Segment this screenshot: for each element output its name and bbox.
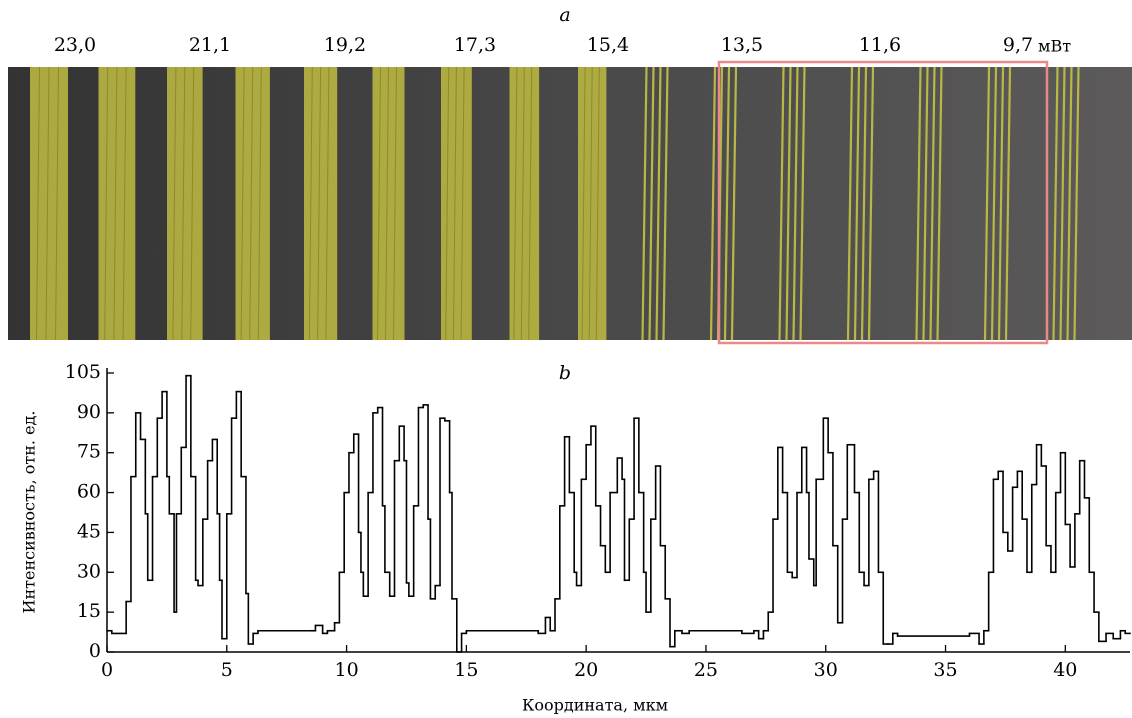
panel-label: b	[559, 362, 571, 384]
y-tick-label: 15	[77, 600, 101, 622]
y-tick-label: 0	[89, 640, 101, 662]
x-tick-label: 25	[694, 659, 718, 681]
micrograph	[8, 66, 1132, 341]
stripe-line	[317, 66, 322, 341]
power-label: 15,4	[587, 34, 629, 56]
stripe-line	[1066, 66, 1073, 341]
stripe-line	[990, 66, 998, 341]
stripe-line	[997, 66, 1005, 341]
stripe-line	[308, 66, 313, 341]
stripe-line	[785, 66, 792, 341]
highlight-frame	[717, 60, 1049, 345]
stripe-line	[36, 66, 40, 341]
y-axis-label: Интенсивность, отн. ед.	[20, 411, 39, 614]
x-tick-label: 35	[933, 659, 957, 681]
stripe-line	[799, 66, 806, 341]
stripe-line	[1004, 66, 1012, 341]
stripe-line	[45, 66, 50, 341]
x-tick-label: 15	[454, 659, 478, 681]
stripe-line	[792, 66, 799, 341]
stripe-line	[709, 66, 717, 341]
x-tick-label: 0	[101, 659, 113, 681]
y-tick-label: 45	[77, 520, 101, 542]
stripe-line	[113, 66, 118, 341]
stripe-line	[853, 66, 861, 341]
stripe-line	[190, 66, 195, 341]
stripe-line	[528, 66, 533, 341]
stripe-line	[1052, 66, 1059, 341]
stripe-line	[257, 66, 262, 341]
stripe-line	[181, 66, 186, 341]
stripe-line	[595, 66, 600, 341]
stripe-line	[1059, 66, 1066, 341]
y-tick-label: 90	[77, 401, 101, 423]
stripe-line	[122, 66, 127, 341]
x-tick-label: 10	[334, 659, 358, 681]
panel-label: a	[559, 4, 570, 26]
power-label: 21,1	[189, 34, 231, 56]
stripe-line	[915, 66, 922, 341]
stripe-line	[104, 66, 109, 341]
power-label: 9,7	[1003, 34, 1033, 56]
stripe-line	[377, 66, 381, 341]
y-tick-label: 30	[77, 560, 101, 582]
stripe-line	[581, 66, 586, 341]
stripe-line	[778, 66, 785, 341]
y-tick-label: 60	[77, 481, 101, 503]
stripe-line	[846, 66, 854, 341]
stripe-line	[662, 66, 669, 341]
stripe-line	[249, 66, 254, 341]
power-label: 13,5	[721, 34, 763, 56]
stripe-line	[55, 66, 59, 341]
power-label: 11,6	[859, 34, 901, 56]
stripe-line	[648, 66, 655, 341]
stripe-line	[983, 66, 991, 341]
x-tick-label: 30	[814, 659, 838, 681]
unit-label: мВт	[1038, 37, 1071, 56]
stripe-line	[730, 66, 738, 341]
stripe-line	[588, 66, 593, 341]
stripe-line	[460, 66, 465, 341]
stripe-line	[723, 66, 731, 341]
x-axis-label: Координата, мкм	[522, 696, 668, 715]
x-tick-label: 5	[221, 659, 233, 681]
stripe-line	[860, 66, 868, 341]
stripe-line	[325, 66, 330, 341]
stripe-line	[445, 66, 450, 341]
stripe-line	[655, 66, 662, 341]
stripe-line	[513, 66, 518, 341]
stripe-line	[520, 66, 525, 341]
stripe-line	[641, 66, 648, 341]
stripe-line	[172, 66, 177, 341]
stripe-line	[929, 66, 936, 341]
x-tick-label: 40	[1053, 659, 1077, 681]
y-tick-label: 75	[77, 441, 101, 463]
power-label: 23,0	[54, 34, 96, 56]
stripe-line	[385, 66, 389, 341]
stripe-line	[867, 66, 875, 341]
y-tick-label: 105	[65, 361, 101, 383]
stripe-line	[922, 66, 929, 341]
stripe-line	[936, 66, 943, 341]
x-tick-label: 20	[574, 659, 598, 681]
stripe-line	[1073, 66, 1080, 341]
stripe-line	[240, 66, 245, 341]
stripe-line	[393, 66, 397, 341]
stripe-line	[452, 66, 457, 341]
power-label: 17,3	[454, 34, 496, 56]
power-label: 19,2	[324, 34, 366, 56]
